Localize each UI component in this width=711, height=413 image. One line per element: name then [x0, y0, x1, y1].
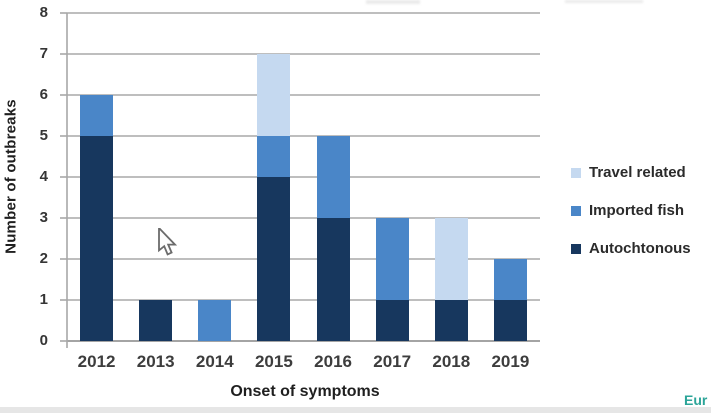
y-axis-tick	[60, 135, 67, 137]
y-tick-label: 2	[39, 250, 48, 267]
y-tick-label: 6	[39, 86, 48, 103]
legend-item-imported-fish: Imported fish	[571, 200, 691, 221]
x-tick-label: 2018	[432, 352, 471, 371]
y-tick-label: 7	[39, 45, 48, 62]
y-tick-label: 1	[39, 291, 48, 308]
legend-swatch	[571, 205, 581, 216]
y-axis-tick	[60, 12, 67, 14]
legend-item-travel-related: Travel related	[571, 162, 691, 183]
gridline	[67, 135, 540, 137]
bar-segment-2015-autochtonous	[257, 177, 291, 341]
legend: Travel related Imported fish Autochtonous	[571, 162, 691, 259]
gridline	[67, 12, 540, 14]
bar-segment-2012-imported-fish	[80, 95, 114, 136]
video-artifact	[366, 0, 420, 4]
y-axis-tick	[60, 340, 67, 342]
y-tick-label: 8	[39, 4, 48, 21]
bar-segment-2014-imported-fish	[198, 300, 232, 341]
gridline	[67, 258, 540, 260]
legend-label: Autochtonous	[589, 240, 691, 257]
legend-swatch	[571, 243, 581, 254]
bar-segment-2017-autochtonous	[375, 300, 409, 341]
bar-segment-2015-travel-related	[257, 54, 291, 136]
x-tick-label: 2017	[373, 352, 412, 371]
x-axis-title: Onset of symptoms	[230, 383, 380, 400]
x-tick-label: 2013	[136, 352, 175, 371]
bar-segment-2013-autochtonous	[139, 300, 173, 341]
gridline	[67, 217, 540, 219]
y-axis-line	[66, 13, 68, 348]
x-tick-label: 2014	[195, 352, 234, 371]
y-axis-title: Number of outbreaks	[2, 99, 20, 254]
legend-item-autochtonous: Autochtonous	[571, 238, 691, 259]
x-tick-label: 2012	[77, 352, 116, 371]
y-axis-tick	[60, 299, 67, 301]
watermark-text: Eur	[684, 392, 708, 408]
video-edge-strip	[0, 407, 711, 413]
x-tick-label: 2015	[254, 352, 293, 371]
y-tick-label: 4	[39, 168, 48, 185]
legend-label: Travel related	[589, 164, 686, 181]
legend-swatch	[571, 167, 581, 178]
y-tick-label: 0	[39, 332, 48, 349]
y-axis-tick	[60, 53, 67, 55]
bar-segment-2017-imported-fish	[375, 218, 409, 300]
gridline	[67, 53, 540, 55]
bar-segment-2016-imported-fish	[316, 136, 350, 218]
x-axis-line	[67, 340, 540, 342]
bar-segment-2019-autochtonous	[493, 300, 527, 341]
gridline	[67, 299, 540, 301]
y-axis-tick	[60, 217, 67, 219]
gridline	[67, 94, 540, 96]
gridline	[67, 176, 540, 178]
bar-segment-2019-imported-fish	[493, 259, 527, 300]
y-tick-label: 5	[39, 127, 48, 144]
legend-label: Imported fish	[589, 202, 685, 219]
bar-segment-2016-autochtonous	[316, 218, 350, 341]
y-axis-tick	[60, 258, 67, 260]
x-tick-label: 2016	[314, 352, 352, 371]
video-artifact	[565, 0, 643, 3]
mouse-cursor	[158, 228, 178, 256]
bar-segment-2018-autochtonous	[434, 300, 468, 341]
y-axis-tick	[60, 94, 67, 96]
bar-segment-2012-autochtonous	[80, 136, 114, 341]
bar-segment-2018-travel-related	[434, 218, 468, 300]
bar-segment-2015-imported-fish	[257, 136, 291, 177]
x-tick-label: 2019	[491, 352, 530, 371]
y-axis-tick	[60, 176, 67, 178]
y-tick-label: 3	[39, 209, 48, 226]
